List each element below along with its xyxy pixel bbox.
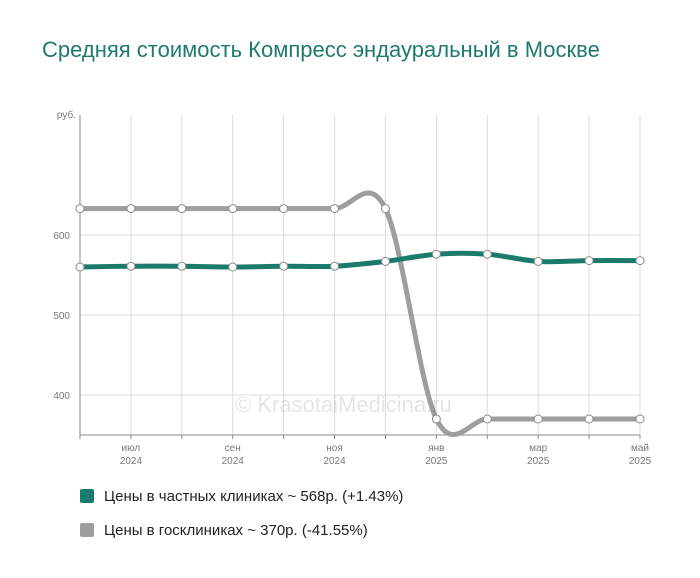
- series-0-point-2: [177, 261, 187, 271]
- legend-item-private[interactable]: Цены в частных клиниках ~ 568р. (+1.43%): [80, 486, 403, 506]
- series-0-point-4: [279, 261, 289, 271]
- x-tick-label-мар: мар: [529, 443, 547, 454]
- series-1-point-10: [584, 414, 594, 424]
- series-0-point-1: [126, 261, 136, 271]
- x-tick-label-янв: янв: [428, 443, 444, 454]
- legend-label-private: Цены в частных клиниках ~ 568р. (+1.43%): [104, 487, 404, 505]
- y-tick-label-500: 500: [53, 311, 70, 322]
- x-tick-label-май: май: [631, 443, 649, 454]
- legend-label-public: Цены в госклиниках ~ 370р. (-41.55%): [104, 521, 368, 539]
- axes: 400 500 600 руб. июл 2024 сен 2024 ноя 2024 янв 202…: [53, 109, 651, 467]
- series-1-point-5: [330, 204, 340, 214]
- legend: Цены в частных клиниках ~ 568р. (+1.43%)…: [80, 486, 403, 554]
- x-tick-year-мар: 2025: [527, 456, 550, 467]
- x-tick-label-июл: июл: [122, 443, 141, 454]
- series-0-point-6: [380, 256, 390, 266]
- y-tick-label-600: 600: [53, 231, 70, 242]
- series-1-point-0: [75, 204, 85, 214]
- series-0-point-0: [75, 262, 85, 272]
- legend-swatch-private: [80, 489, 94, 503]
- series-1-point-4: [279, 204, 289, 214]
- series-0-point-5: [330, 261, 340, 271]
- series-line-0: [77, 250, 643, 270]
- series-1-point-8: [482, 414, 492, 424]
- series-1-point-7: [431, 414, 441, 424]
- series-0-point-8: [482, 249, 492, 259]
- series-0-point-10: [584, 256, 594, 266]
- points-layer: [75, 204, 645, 424]
- x-tick-label-сен: сен: [225, 443, 241, 454]
- y-axis-unit-label: руб.: [57, 109, 76, 121]
- x-tick-year-ноя: 2024: [323, 456, 346, 467]
- series-1-point-2: [177, 204, 187, 214]
- series-0-point-7: [431, 249, 441, 259]
- chart-title: Средняя стоимость Компресс эндауральный …: [42, 37, 600, 62]
- series-0-point-3: [228, 262, 238, 272]
- x-tick-year-янв: 2025: [425, 456, 448, 467]
- legend-swatch-public: [80, 523, 94, 537]
- series-1-point-3: [228, 204, 238, 214]
- x-tick-label-ноя: ноя: [326, 443, 343, 454]
- series-1-point-6: [380, 204, 390, 214]
- watermark: © KrasotaiMedicina.ru: [235, 392, 452, 417]
- grid: [80, 115, 641, 435]
- series-1-point-9: [533, 414, 543, 424]
- series-1-point-1: [126, 204, 136, 214]
- series-0-point-11: [635, 256, 645, 266]
- legend-item-public[interactable]: Цены в госклиниках ~ 370р. (-41.55%): [80, 520, 403, 540]
- series-1-point-11: [635, 414, 645, 424]
- x-tick-year-сен: 2024: [222, 456, 245, 467]
- series-0-point-9: [533, 256, 543, 266]
- y-tick-label-400: 400: [53, 391, 70, 402]
- x-tick-year-май: 2025: [629, 456, 652, 467]
- x-tick-year-июл: 2024: [120, 456, 143, 467]
